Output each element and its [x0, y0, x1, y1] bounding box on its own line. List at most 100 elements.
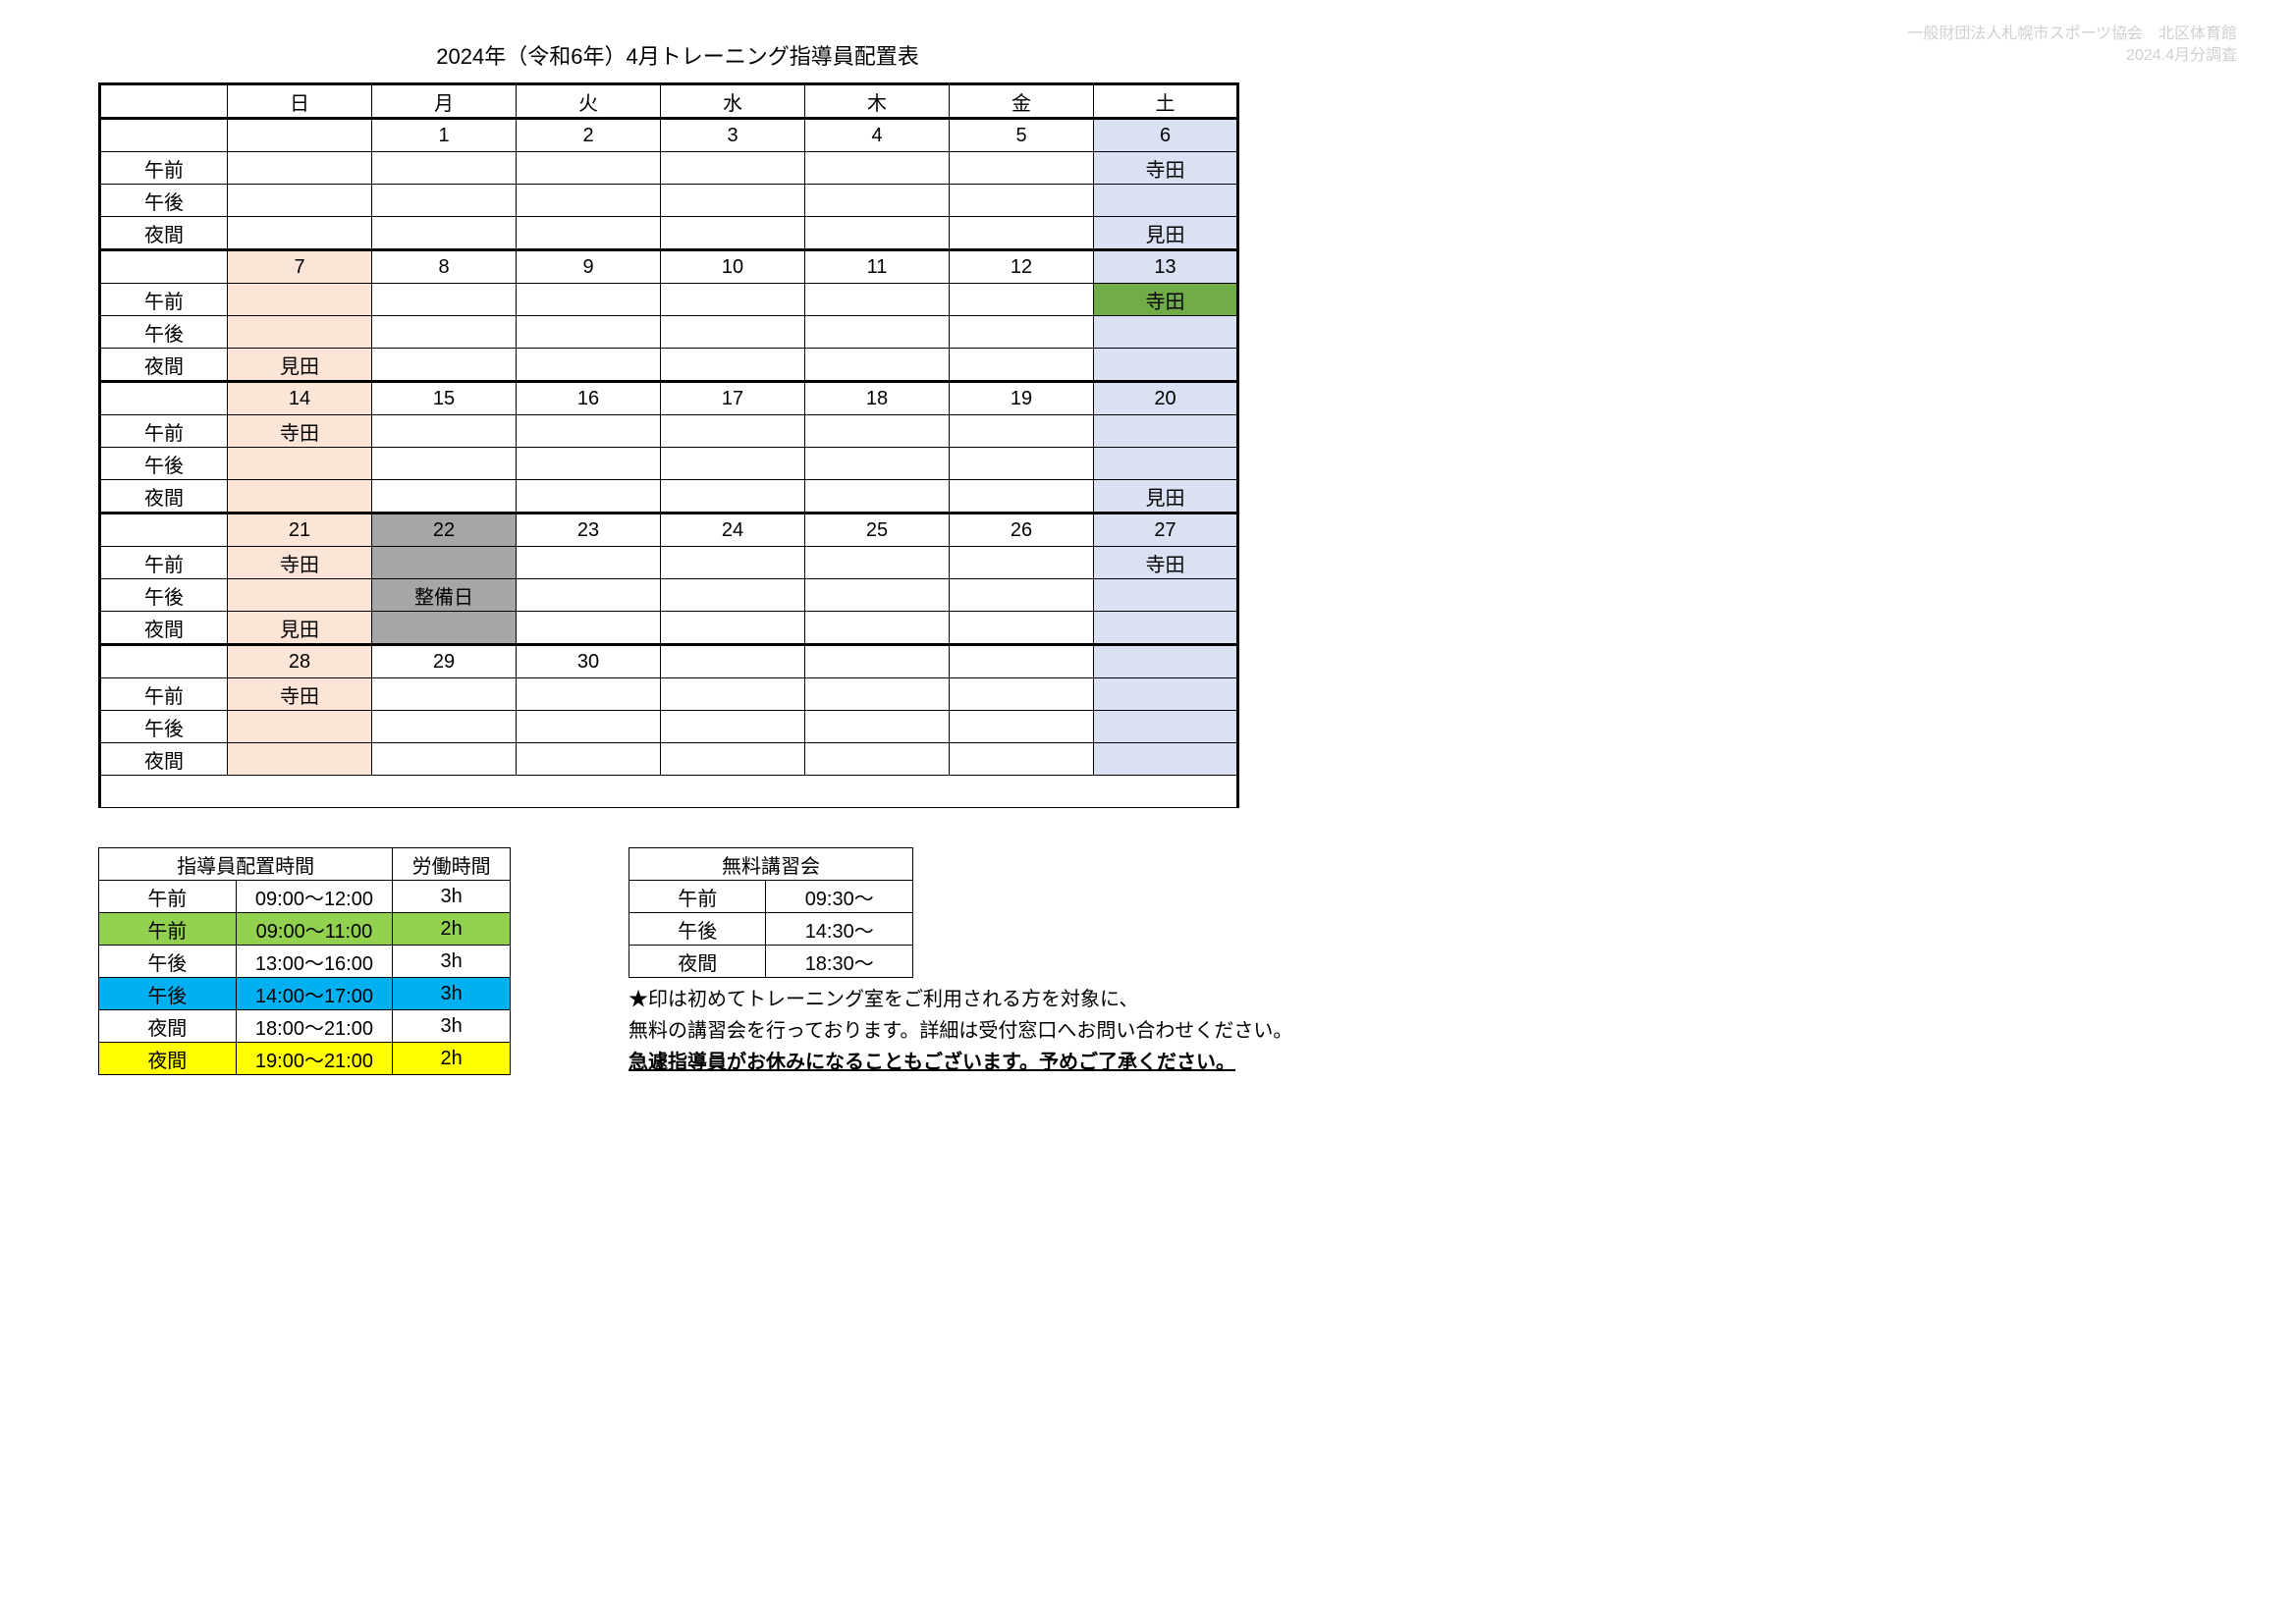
date-cell: 21	[228, 514, 372, 547]
survey-date: 2024.4月分調査	[1907, 45, 2237, 67]
free-session-cell: 夜間	[629, 946, 766, 978]
free-session-cell: 午後	[629, 913, 766, 946]
schedule-cell	[517, 579, 661, 612]
placement-header-time: 指導員配置時間	[99, 848, 393, 881]
schedule-cell	[228, 579, 372, 612]
schedule-cell	[950, 579, 1094, 612]
date-cell: 12	[950, 250, 1094, 284]
schedule-cell	[950, 448, 1094, 480]
schedule-cell	[517, 284, 661, 316]
schedule-cell	[1094, 678, 1238, 711]
date-cell: 10	[661, 250, 805, 284]
schedule-cell	[805, 415, 950, 448]
schedule-cell: 見田	[228, 349, 372, 382]
schedule-cell	[950, 217, 1094, 250]
date-cell: 9	[517, 250, 661, 284]
schedule-cell	[517, 185, 661, 217]
schedule-cell	[950, 152, 1094, 185]
date-cell	[661, 645, 805, 678]
schedule-cell	[372, 448, 517, 480]
date-cell: 13	[1094, 250, 1238, 284]
schedule-cell	[805, 480, 950, 514]
schedule-cell	[228, 217, 372, 250]
placement-cell: 2h	[393, 913, 511, 946]
free-session-header: 無料講習会	[629, 848, 913, 881]
schedule-cell: 見田	[1094, 480, 1238, 514]
schedule-cell	[950, 612, 1094, 645]
schedule-cell: 見田	[1094, 217, 1238, 250]
schedule-cell	[372, 547, 517, 579]
schedule-cell	[228, 711, 372, 743]
schedule-cell	[517, 448, 661, 480]
slot-label: 午後	[100, 185, 228, 217]
placement-cell: 13:00～16:00	[236, 946, 393, 978]
date-row-label	[100, 514, 228, 547]
schedule-cell	[805, 316, 950, 349]
schedule-cell	[517, 349, 661, 382]
schedule-cell	[372, 743, 517, 776]
schedule-cell	[805, 711, 950, 743]
schedule-cell	[372, 678, 517, 711]
date-cell: 24	[661, 514, 805, 547]
date-cell: 7	[228, 250, 372, 284]
day-header: 月	[372, 84, 517, 119]
schedule-cell	[1094, 448, 1238, 480]
date-row-label	[100, 382, 228, 415]
note-line-2: 無料の講習会を行っております。詳細は受付窓口へお問い合わせください。	[629, 1015, 1292, 1047]
date-cell	[950, 645, 1094, 678]
placement-cell: 2h	[393, 1043, 511, 1075]
date-cell: 19	[950, 382, 1094, 415]
slot-label: 午前	[100, 678, 228, 711]
date-row-label	[100, 645, 228, 678]
placement-cell: 夜間	[99, 1010, 237, 1043]
schedule-cell	[661, 480, 805, 514]
date-cell	[805, 645, 950, 678]
schedule-cell	[517, 678, 661, 711]
schedule-cell	[517, 217, 661, 250]
date-cell: 22	[372, 514, 517, 547]
slot-label: 午後	[100, 711, 228, 743]
slot-label: 午前	[100, 547, 228, 579]
schedule-cell	[228, 743, 372, 776]
schedule-cell	[950, 185, 1094, 217]
note-line-1: ★印は初めてトレーニング室をご利用される方を対象に、	[629, 984, 1292, 1015]
placement-cell: 午前	[99, 881, 237, 913]
schedule-cell	[372, 284, 517, 316]
schedule-cell	[950, 547, 1094, 579]
schedule-cell	[661, 185, 805, 217]
schedule-cell	[661, 448, 805, 480]
free-session-cell: 09:30～	[766, 881, 913, 913]
schedule-cell: 寺田	[1094, 152, 1238, 185]
date-cell: 26	[950, 514, 1094, 547]
schedule-cell	[950, 284, 1094, 316]
date-cell: 4	[805, 119, 950, 152]
schedule-cell: 寺田	[1094, 547, 1238, 579]
schedule-cell	[517, 316, 661, 349]
schedule-cell	[228, 185, 372, 217]
schedule-cell	[805, 579, 950, 612]
slot-label: 午前	[100, 284, 228, 316]
schedule-cell	[805, 185, 950, 217]
header-blank	[100, 84, 228, 119]
schedule-cell	[805, 448, 950, 480]
placement-cell: 午後	[99, 978, 237, 1010]
schedule-cell	[661, 316, 805, 349]
calendar-table: 日月火水木金土123456午前寺田午後夜間見田78910111213午前寺田午後…	[98, 82, 1239, 808]
schedule-cell	[372, 316, 517, 349]
slot-label: 夜間	[100, 217, 228, 250]
date-cell: 5	[950, 119, 1094, 152]
placement-cell: 3h	[393, 978, 511, 1010]
slot-label: 午後	[100, 316, 228, 349]
slot-label: 午後	[100, 579, 228, 612]
schedule-cell	[372, 711, 517, 743]
note-line-3: 急遽指導員がお休みになることもございます。予めご了承ください。	[629, 1047, 1292, 1078]
date-cell: 17	[661, 382, 805, 415]
date-row-label	[100, 119, 228, 152]
schedule-cell	[950, 316, 1094, 349]
schedule-cell	[805, 612, 950, 645]
day-header: 水	[661, 84, 805, 119]
header-info: 一般財団法人札幌市スポーツ協会 北区体育館 2024.4月分調査	[1907, 24, 2237, 68]
date-cell	[1094, 645, 1238, 678]
schedule-cell	[372, 349, 517, 382]
schedule-cell	[517, 547, 661, 579]
